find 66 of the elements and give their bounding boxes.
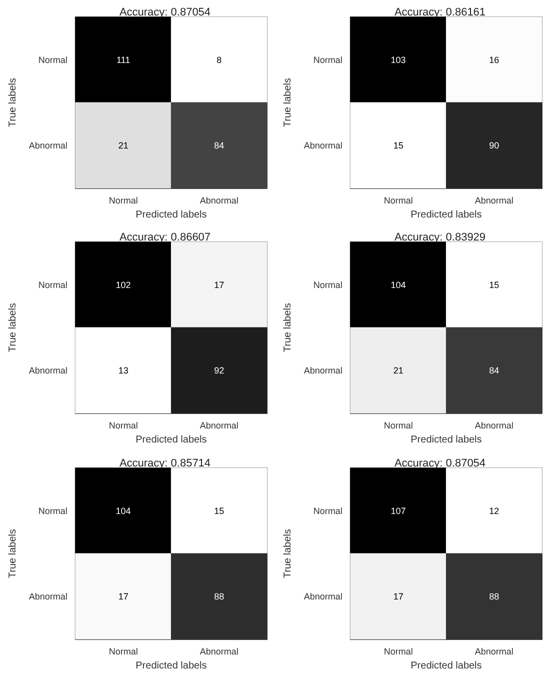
data-label: 90 bbox=[489, 140, 500, 150]
x-axis-title: Predicted labels bbox=[410, 434, 482, 446]
y-tick-label: Normal bbox=[38, 280, 68, 290]
x-tick-label: Normal bbox=[108, 196, 138, 206]
data-label: 84 bbox=[489, 366, 500, 376]
y-axis-title: True labels bbox=[8, 303, 18, 352]
data-label: 12 bbox=[489, 505, 500, 516]
y-tick-label: Abnormal bbox=[304, 366, 342, 376]
y-tick-label: Abnormal bbox=[28, 366, 68, 376]
x-tick-label: Abnormal bbox=[474, 646, 514, 656]
data-label: 88 bbox=[489, 590, 500, 601]
data-label: 8 bbox=[216, 54, 222, 65]
chart-title: Accuracy: 0.86607 bbox=[119, 232, 211, 244]
data-label: 104 bbox=[116, 505, 131, 516]
y-axis-title: True labels bbox=[8, 528, 18, 578]
y-tick-label: Abnormal bbox=[304, 590, 342, 601]
data-label: 104 bbox=[390, 280, 406, 290]
data-label: 88 bbox=[214, 590, 224, 601]
y-tick-label: Normal bbox=[38, 54, 68, 65]
data-label: 17 bbox=[214, 280, 224, 290]
data-label: 111 bbox=[116, 54, 130, 65]
data-label: 84 bbox=[214, 140, 224, 150]
data-label: 13 bbox=[118, 366, 128, 376]
y-tick-label: Normal bbox=[38, 505, 68, 516]
data-label: 17 bbox=[393, 590, 404, 601]
data-label: 103 bbox=[390, 54, 406, 65]
y-axis-title: True labels bbox=[282, 78, 294, 128]
x-tick-label: Abnormal bbox=[200, 196, 238, 206]
x-tick-label: Normal bbox=[108, 646, 138, 656]
y-tick-label: Abnormal bbox=[28, 590, 68, 601]
x-axis-title: Predicted labels bbox=[410, 660, 482, 672]
data-label: 15 bbox=[489, 280, 500, 290]
chart-title: Accuracy: 0.85714 bbox=[119, 457, 211, 470]
y-axis-title: True labels bbox=[8, 78, 18, 128]
x-tick-label: Abnormal bbox=[200, 420, 238, 431]
y-tick-label: Normal bbox=[313, 505, 342, 516]
x-tick-label: Normal bbox=[384, 196, 413, 206]
chart-title: Accuracy: 0.83929 bbox=[394, 232, 486, 244]
data-label: 21 bbox=[393, 366, 404, 376]
x-axis-title: Predicted labels bbox=[136, 434, 207, 446]
x-tick-label: Normal bbox=[108, 420, 138, 431]
x-tick-label: Normal bbox=[384, 420, 413, 431]
x-tick-label: Normal bbox=[384, 646, 413, 656]
chart-title: Accuracy: 0.87054 bbox=[119, 6, 211, 18]
data-label: 16 bbox=[489, 54, 500, 65]
x-axis-title: Predicted labels bbox=[136, 210, 207, 220]
y-tick-label: Abnormal bbox=[28, 140, 68, 150]
data-label: 15 bbox=[214, 505, 224, 516]
data-label: 15 bbox=[393, 140, 404, 150]
x-axis-title: Predicted labels bbox=[136, 660, 207, 672]
y-tick-label: Abnormal bbox=[304, 140, 342, 150]
data-label: 107 bbox=[390, 505, 406, 516]
x-tick-label: Abnormal bbox=[200, 646, 238, 656]
data-label: 92 bbox=[214, 366, 224, 376]
data-label: 21 bbox=[118, 140, 128, 150]
chart-title: Accuracy: 0.87054 bbox=[394, 457, 486, 470]
y-axis-title: True labels bbox=[282, 528, 294, 578]
data-label: 17 bbox=[118, 590, 128, 601]
x-axis-title: Predicted labels bbox=[410, 210, 482, 220]
y-axis-title: True labels bbox=[282, 303, 294, 352]
y-tick-label: Normal bbox=[313, 280, 342, 290]
x-tick-label: Abnormal bbox=[474, 420, 514, 431]
data-label: 102 bbox=[116, 280, 131, 290]
x-tick-label: Abnormal bbox=[474, 196, 514, 206]
chart-title: Accuracy: 0.86161 bbox=[394, 6, 486, 18]
y-tick-label: Normal bbox=[313, 54, 342, 65]
